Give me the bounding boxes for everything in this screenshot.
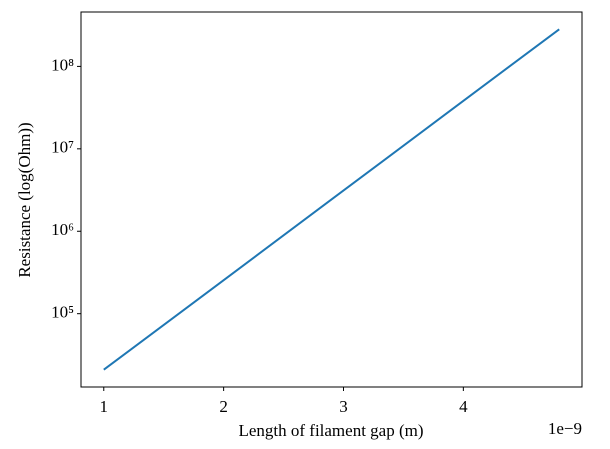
x-offset-label: 1e−9 bbox=[548, 419, 582, 438]
x-tick-label: 2 bbox=[219, 397, 228, 416]
y-tick-label: 10⁶ bbox=[51, 220, 74, 239]
y-tick-label: 10⁵ bbox=[51, 303, 74, 322]
x-axis-label: Length of filament gap (m) bbox=[238, 421, 423, 440]
y-tick-label: 10⁸ bbox=[51, 55, 74, 74]
x-tick-label: 3 bbox=[339, 397, 348, 416]
data-line bbox=[103, 28, 560, 371]
y-tick-label: 10⁷ bbox=[51, 138, 74, 157]
x-tick-label: 1 bbox=[100, 397, 109, 416]
x-tick-label: 4 bbox=[459, 397, 468, 416]
y-axis-label: Resistance (log(Ohm)) bbox=[15, 122, 34, 277]
plot-frame bbox=[80, 11, 583, 388]
